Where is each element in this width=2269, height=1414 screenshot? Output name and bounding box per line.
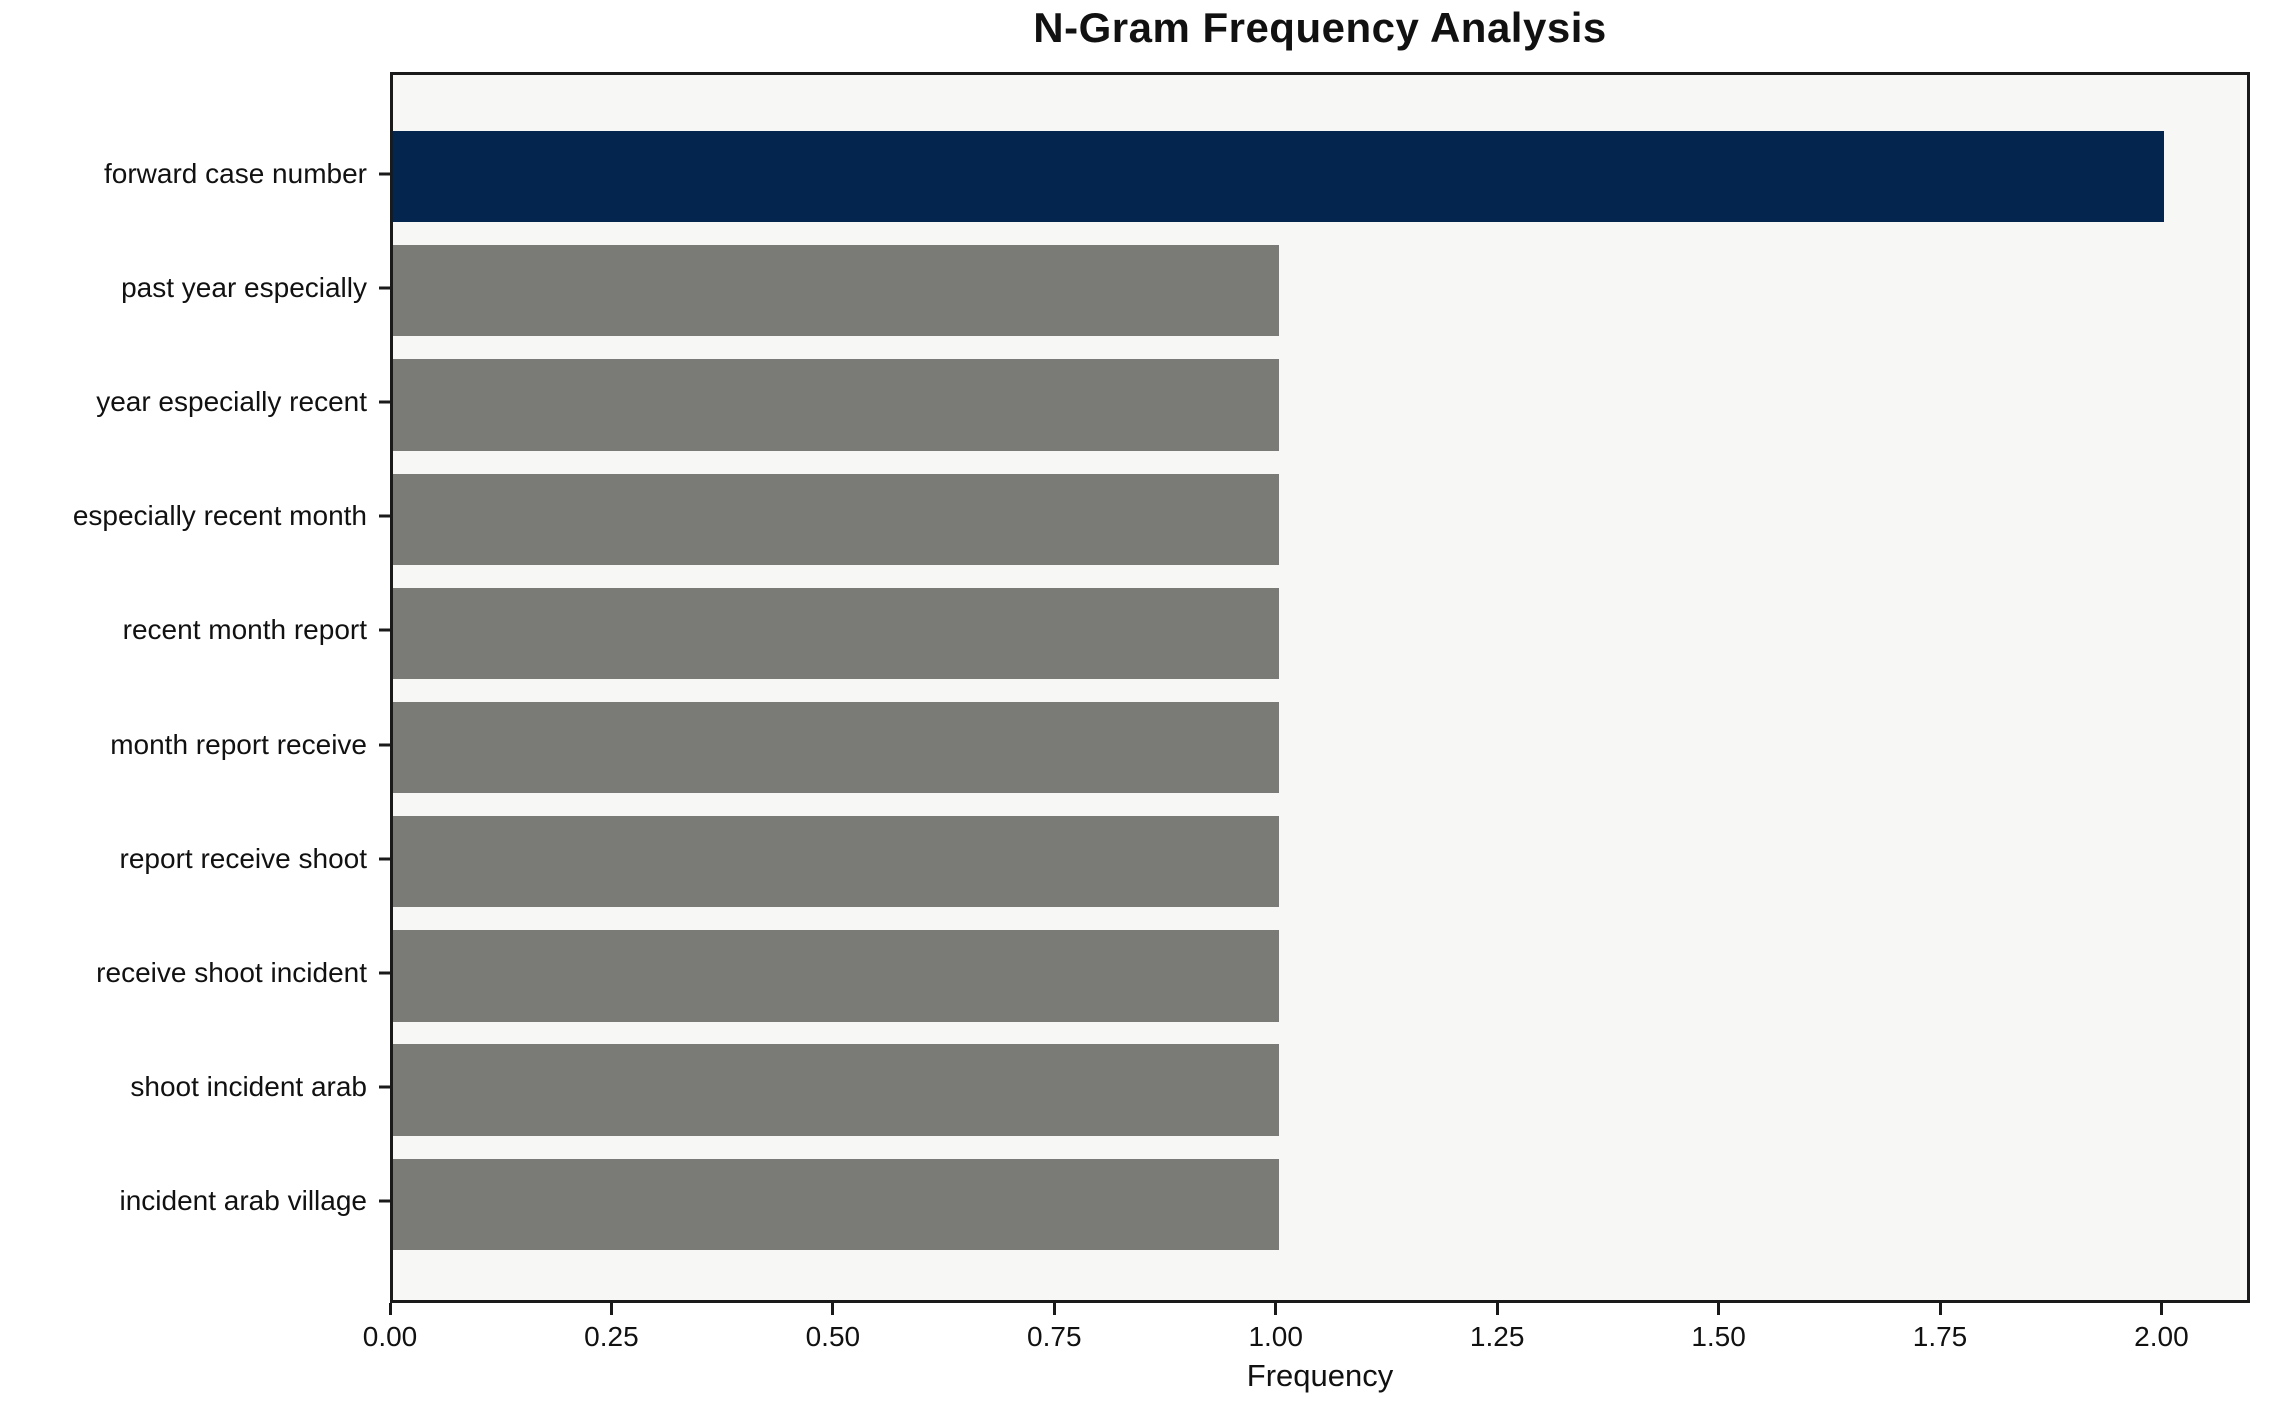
bar-receive-shoot-incident <box>393 930 1279 1022</box>
y-tick-mark <box>379 971 390 975</box>
bar-forward-case-number <box>393 130 2165 223</box>
x-axis-label: Frequency <box>1246 1358 1394 1393</box>
y-tick-mark <box>379 628 390 632</box>
y-tick-mark <box>379 400 390 404</box>
y-tick-label: especially recent month <box>72 500 367 532</box>
chart-title: N-Gram Frequency Analysis <box>1033 4 1607 51</box>
y-tick-label: incident arab village <box>119 1185 368 1217</box>
plot-area <box>390 72 2250 1303</box>
bars-layer <box>393 75 2247 1300</box>
y-tick-mark <box>379 514 390 518</box>
x-tick-mark <box>1495 1303 1499 1315</box>
x-tick-mark <box>831 1303 835 1315</box>
y-tick-label: forward case number <box>103 157 367 189</box>
bar-shoot-incident-arab <box>393 1044 1279 1136</box>
y-tick-label: shoot incident arab <box>130 1071 367 1103</box>
y-tick-mark <box>379 743 390 747</box>
x-tick-mark <box>1717 1303 1721 1315</box>
y-tick-mark <box>379 857 390 861</box>
bar-past-year-especially <box>393 245 1279 337</box>
bar-especially-recent-month <box>393 473 1279 565</box>
x-tick-mark <box>1938 1303 1942 1315</box>
bar-recent-month-report <box>393 587 1279 680</box>
x-tick-mark <box>1274 1303 1278 1315</box>
y-tick-label: year especially recent <box>96 386 367 418</box>
x-tick-label: 1.25 <box>1469 1321 1525 1352</box>
x-tick-label: 0.25 <box>584 1321 639 1352</box>
x-tick-mark <box>609 1303 613 1315</box>
y-tick-mark <box>379 286 390 290</box>
x-tick-mark <box>388 1303 392 1315</box>
bar-report-receive-shoot <box>393 816 1279 908</box>
x-tick-label: 2.00 <box>2134 1321 2189 1352</box>
bar-year-especially-recent <box>393 359 1279 451</box>
bar-incident-arab-village <box>393 1158 1279 1251</box>
y-tick-mark <box>379 1085 390 1089</box>
x-tick-label: 1.00 <box>1248 1321 1303 1352</box>
y-tick-label: month report receive <box>110 728 367 760</box>
y-tick-label: report receive shoot <box>119 842 367 874</box>
x-tick-label: 0.00 <box>362 1321 418 1352</box>
y-tick-label: receive shoot incident <box>96 956 367 988</box>
y-tick-mark <box>379 172 390 176</box>
y-tick-mark <box>379 1199 390 1203</box>
x-tick-label: 1.50 <box>1691 1321 1746 1352</box>
x-tick-mark <box>1052 1303 1056 1315</box>
x-tick-label: 1.75 <box>1912 1321 1968 1352</box>
bar-month-report-receive <box>393 701 1279 794</box>
x-tick-label: 0.75 <box>1027 1321 1082 1352</box>
x-tick-mark <box>2159 1303 2163 1315</box>
y-tick-label: past year especially <box>121 271 367 303</box>
x-tick-label: 0.50 <box>805 1321 861 1352</box>
y-tick-label: recent month report <box>122 614 367 646</box>
